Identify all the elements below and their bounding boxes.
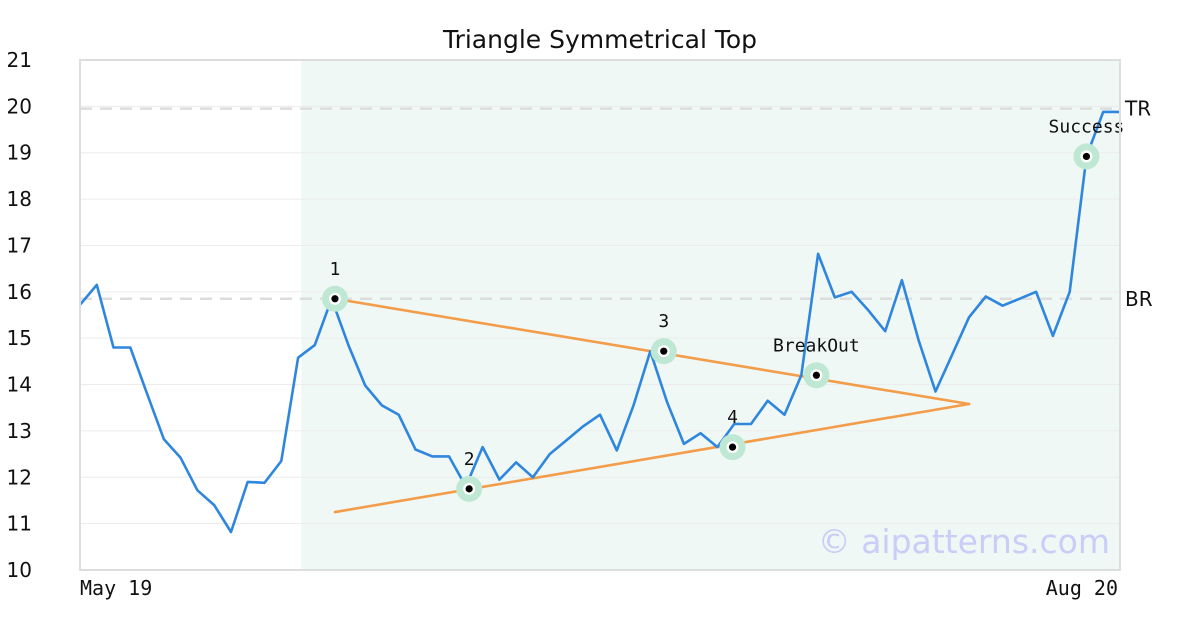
breakout-region (301, 60, 1121, 570)
point-marker (465, 485, 473, 493)
point-marker (728, 443, 737, 451)
y-tick-label: 14 (7, 373, 32, 397)
y-tick-label: 10 (7, 558, 32, 582)
point-label: 1 (330, 259, 341, 280)
plot-frame (79, 59, 1121, 571)
trendline (333, 402, 971, 514)
x-tick-label: Aug 20 (1046, 576, 1118, 600)
horizontal-levels: TR BR (80, 97, 1153, 311)
point-label: BreakOut (773, 335, 860, 356)
y-axis: 10 11 12 13 14 15 16 17 18 19 20 21 (7, 48, 32, 582)
chart-title: Triangle Symmetrical Top (442, 25, 757, 54)
y-tick-label: 21 (7, 48, 32, 72)
y-tick-label: 20 (7, 94, 32, 118)
point-label: 3 (658, 311, 669, 332)
y-tick-label: 11 (7, 512, 32, 536)
watermark: © aipatterns.com (818, 522, 1110, 561)
point-label: 2 (464, 449, 475, 470)
point-marker (1082, 152, 1091, 161)
x-axis: May 19 Aug 20 (80, 576, 1118, 600)
point-marker (812, 371, 820, 379)
point-label: Success (1049, 116, 1125, 137)
y-tick-label: 18 (7, 187, 32, 211)
y-tick-label: 16 (7, 280, 32, 304)
point-marker (660, 347, 668, 355)
y-tick-label: 19 (7, 141, 32, 165)
price-line (79, 110, 1120, 534)
grid (80, 105, 1120, 525)
y-tick-label: 17 (7, 233, 32, 257)
pattern-points: 1 2 3 4 BreakOut Success (321, 116, 1125, 502)
y-tick-label: 15 (7, 326, 32, 350)
point-label: 4 (727, 407, 738, 428)
point-marker (331, 295, 339, 303)
y-tick-label: 13 (7, 419, 32, 443)
y-tick-label: 12 (7, 465, 32, 489)
x-tick-label: May 19 (80, 576, 152, 600)
level-label: BR (1125, 287, 1153, 311)
level-label: TR (1124, 97, 1151, 121)
